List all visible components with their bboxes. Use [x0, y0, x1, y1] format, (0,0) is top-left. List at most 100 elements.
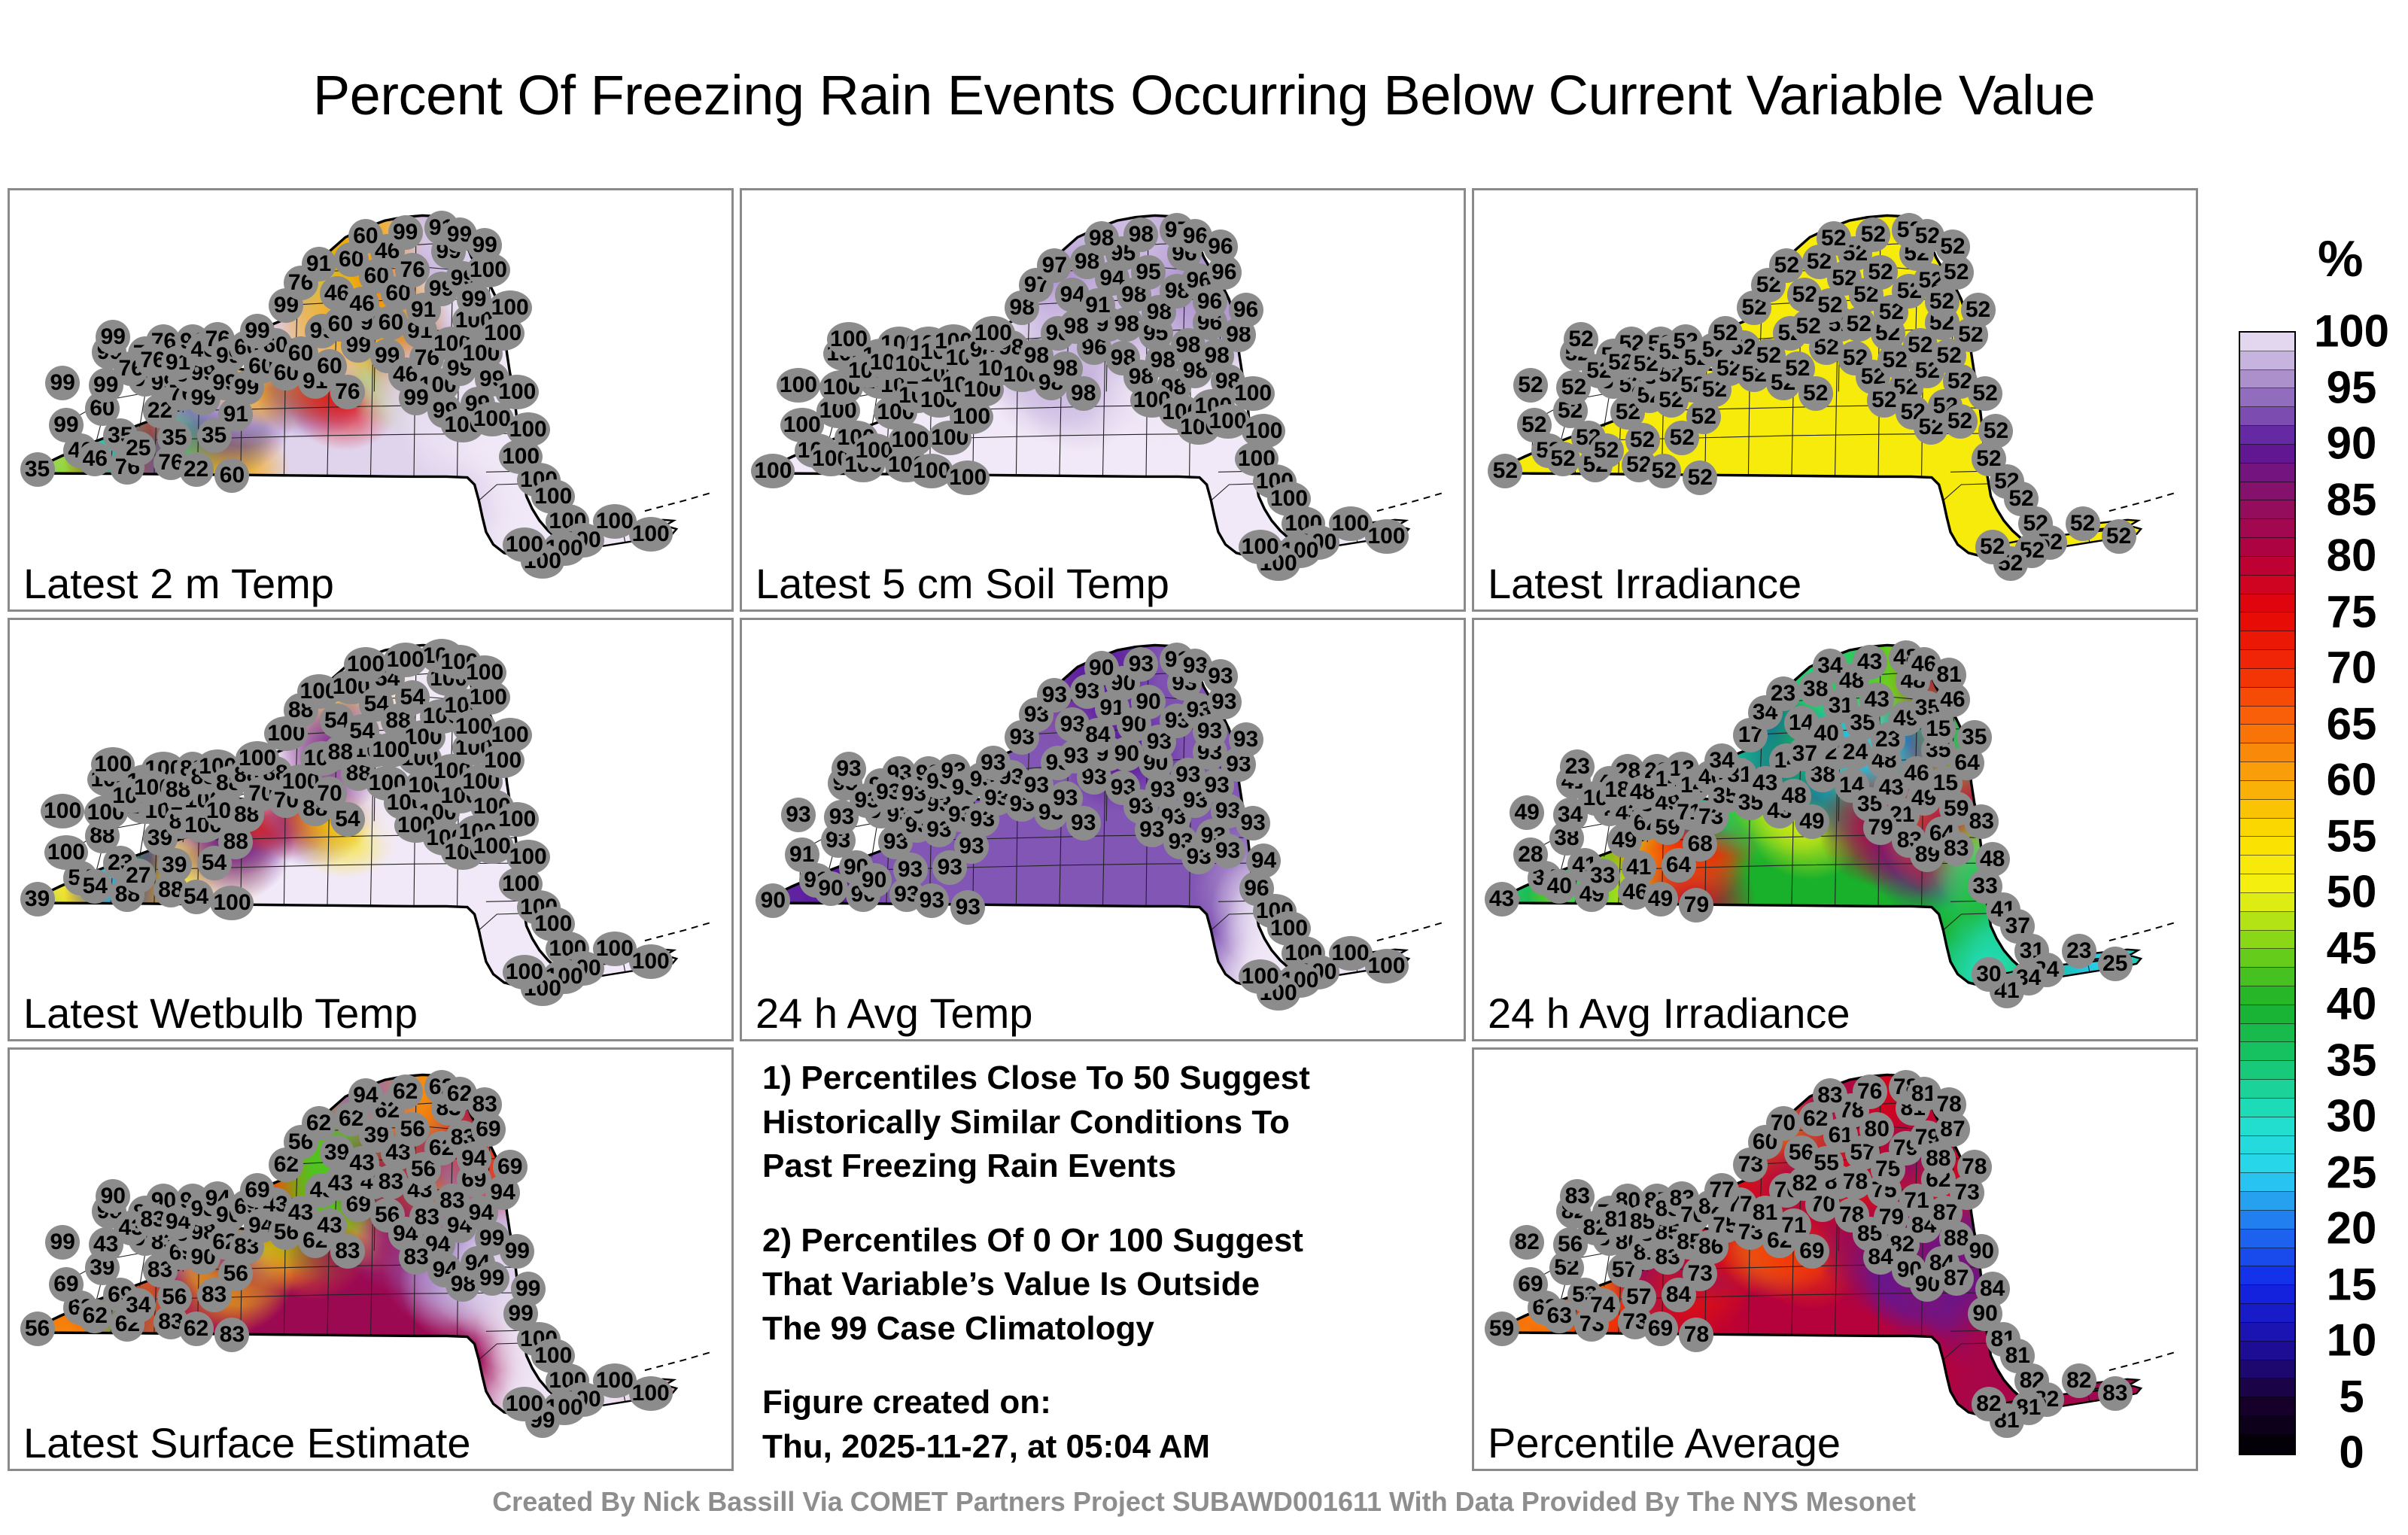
station-marker[interactable]: 15	[1920, 712, 1956, 747]
station-marker[interactable]: 79	[1863, 810, 1899, 845]
station-marker[interactable]: 99	[96, 320, 131, 355]
station-marker[interactable]: 100	[470, 828, 514, 864]
station-marker[interactable]: 52	[1968, 376, 2003, 412]
station-marker[interactable]: 100	[1364, 518, 1409, 554]
station-marker[interactable]: 100	[776, 368, 820, 403]
station-marker[interactable]: 52	[1516, 408, 1552, 443]
station-marker[interactable]: 100	[971, 315, 1015, 351]
station-marker[interactable]: 83	[467, 1087, 503, 1122]
station-marker[interactable]: 93	[1228, 722, 1263, 757]
station-marker[interactable]: 93	[878, 825, 914, 860]
station-marker[interactable]: 100	[369, 732, 413, 768]
station-marker[interactable]: 54	[78, 868, 113, 904]
station-marker[interactable]: 82	[2061, 1363, 2096, 1399]
station-marker[interactable]: 52	[1683, 460, 1718, 495]
station-marker[interactable]: 84	[1661, 1278, 1696, 1313]
station-marker[interactable]: 100	[495, 374, 540, 409]
station-marker[interactable]: 100	[1364, 948, 1409, 983]
station-marker[interactable]: 76	[1852, 1074, 1887, 1109]
station-marker[interactable]: 56	[406, 1151, 441, 1187]
station-marker[interactable]: 43	[1484, 881, 1519, 916]
station-marker[interactable]: 91	[784, 837, 819, 873]
station-marker[interactable]: 62	[301, 1105, 336, 1141]
station-marker[interactable]: 52	[1791, 309, 1826, 345]
station-marker[interactable]: 60	[348, 219, 383, 254]
station-marker[interactable]: 78	[1679, 1317, 1714, 1352]
station-marker[interactable]: 100	[502, 1386, 546, 1421]
station-marker[interactable]: 96	[1192, 284, 1227, 319]
station-marker[interactable]: 93	[975, 745, 1011, 780]
station-marker[interactable]: 83	[373, 1164, 409, 1199]
station-marker[interactable]: 93	[1066, 806, 1101, 841]
station-marker[interactable]: 100	[946, 460, 990, 495]
station-marker[interactable]: 82	[2029, 1382, 2064, 1418]
station-marker[interactable]: 94	[348, 1078, 383, 1114]
station-marker[interactable]: 74	[1585, 1287, 1620, 1323]
station-marker[interactable]: 52	[1625, 422, 1660, 457]
station-marker[interactable]: 100	[506, 839, 550, 874]
station-marker[interactable]: 69	[1794, 1233, 1829, 1269]
station-marker[interactable]: 14	[1834, 768, 1869, 804]
station-marker[interactable]: 52	[1971, 441, 2006, 476]
station-marker[interactable]: 99	[399, 380, 434, 415]
station-marker[interactable]: 93	[1192, 713, 1227, 749]
station-marker[interactable]: 84	[1863, 1239, 1899, 1275]
map-panel-latest-irradiance[interactable]: 52 52 52 52 52 52 52 52 52 52 52 52 52 52 52 52 52 52 52 52…	[1472, 188, 2198, 612]
station-marker[interactable]: 43	[1747, 766, 1783, 801]
station-marker[interactable]: 82	[1787, 1166, 1823, 1202]
station-marker[interactable]: 60	[214, 457, 250, 493]
station-marker[interactable]: 100	[628, 1375, 673, 1411]
station-marker[interactable]: 88	[1920, 1141, 1956, 1177]
station-marker[interactable]: 46	[78, 441, 113, 476]
station-marker[interactable]: 56	[20, 1311, 55, 1346]
station-marker[interactable]: 82	[1971, 1386, 2006, 1421]
station-marker[interactable]: 68	[1683, 827, 1718, 862]
map-panel-latest-5cm-soil-temp[interactable]: 100 100 100 100 100 100 100 100 100 100 100 100 100 1…	[740, 188, 1466, 612]
station-marker[interactable]: 40	[1542, 868, 1577, 904]
station-marker[interactable]: 100	[1238, 529, 1282, 564]
station-marker[interactable]: 52	[1798, 376, 1833, 412]
station-marker[interactable]: 33	[1585, 858, 1620, 893]
station-marker[interactable]: 100	[592, 504, 637, 540]
station-marker[interactable]: 93	[950, 889, 986, 925]
station-marker[interactable]: 100	[780, 408, 824, 443]
station-marker[interactable]: 100	[451, 710, 496, 745]
station-marker[interactable]: 100	[751, 454, 795, 489]
station-marker[interactable]: 81	[2000, 1338, 2036, 1373]
station-marker[interactable]: 62	[178, 1311, 214, 1346]
station-marker[interactable]: 100	[499, 439, 543, 474]
station-marker[interactable]: 52	[1856, 217, 1891, 252]
station-marker[interactable]: 100	[488, 290, 532, 326]
station-marker[interactable]: 24	[1838, 734, 1873, 770]
station-marker[interactable]: 54	[395, 680, 430, 716]
station-marker[interactable]: 52	[1646, 454, 1682, 489]
station-marker[interactable]: 52	[1866, 382, 1902, 418]
station-marker[interactable]: 91	[1095, 691, 1130, 726]
station-marker[interactable]: 93	[1134, 812, 1169, 847]
station-marker[interactable]: 93	[832, 751, 867, 786]
station-marker[interactable]: 90	[756, 883, 791, 919]
station-marker[interactable]: 49	[1510, 795, 1545, 831]
station-marker[interactable]: 99	[474, 361, 509, 397]
station-marker[interactable]: 87	[1938, 1260, 1974, 1296]
station-marker[interactable]: 23	[2061, 934, 2096, 969]
station-marker[interactable]: 90	[1131, 684, 1166, 719]
station-marker[interactable]: 52	[2101, 518, 2136, 554]
station-marker[interactable]: 23	[1765, 676, 1801, 711]
station-marker[interactable]: 99	[442, 351, 477, 386]
station-marker[interactable]: 83	[1964, 804, 1999, 839]
station-marker[interactable]: 69	[492, 1150, 528, 1185]
station-marker[interactable]: 71	[1899, 1183, 1934, 1218]
station-marker[interactable]: 52	[1589, 433, 1624, 468]
station-marker[interactable]: 83	[1812, 1078, 1847, 1114]
station-marker[interactable]: 52	[2065, 506, 2100, 542]
station-marker[interactable]: 98	[1123, 217, 1159, 252]
station-marker[interactable]: 60	[323, 307, 358, 342]
station-marker[interactable]: 93	[1236, 806, 1271, 841]
station-marker[interactable]: 76	[330, 374, 365, 409]
station-marker[interactable]: 90	[1109, 737, 1145, 772]
station-marker[interactable]: 33	[1968, 868, 2003, 904]
station-marker[interactable]: 34	[120, 1287, 156, 1323]
station-marker[interactable]: 69	[1643, 1311, 1678, 1346]
station-marker[interactable]: 94	[160, 1204, 196, 1239]
